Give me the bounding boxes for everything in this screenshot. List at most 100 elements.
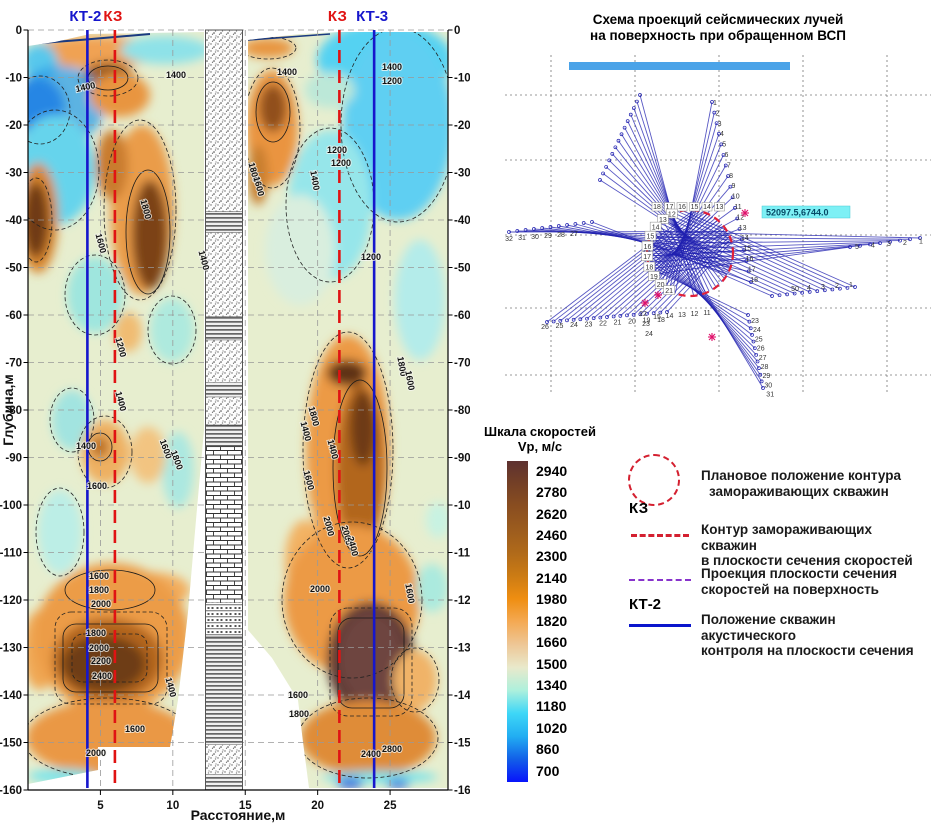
ray-point-number: 16 <box>678 204 686 211</box>
lithology-interval-limestone <box>205 447 243 603</box>
surface-line-bar <box>569 62 790 70</box>
marker-cross-icon <box>708 333 716 341</box>
contour-label: 1400 <box>382 62 402 72</box>
contour-label: 1400 <box>166 70 186 80</box>
ray-point-number: 29 <box>763 373 771 380</box>
contour-label: 1600 <box>125 724 145 734</box>
x-axis-title: Расстояние,м <box>191 807 286 823</box>
ray-point-number: 2 <box>835 283 839 290</box>
ray-point-number: 27 <box>759 355 767 362</box>
colorbar-value: 2620 <box>536 505 568 522</box>
ray-point-number: 3 <box>821 284 825 291</box>
ray-point-number: 17 <box>666 204 674 211</box>
ray-point-number: 23 <box>642 321 650 328</box>
freezing-contour-line-icon <box>631 534 689 537</box>
colorbar-value: 2140 <box>536 569 568 586</box>
contour-label: 1400 <box>76 441 96 451</box>
colorbar-value: 2460 <box>536 526 568 543</box>
x-tick-label: 15 <box>239 800 252 812</box>
velocity-colorbar: Шкала скоростей Vp, м/с 2940 2780 2620 2460… <box>470 424 630 806</box>
y-tick-label-right: -140 <box>454 690 470 702</box>
ray-point-number: 1 <box>919 238 923 245</box>
ray-point-number: 23 <box>751 318 759 325</box>
y-tick-label-left: -160 <box>0 785 22 797</box>
colorbar-value: 1020 <box>536 719 568 736</box>
y-tick-label-left: -70 <box>5 358 22 370</box>
ray-point-number: 2 <box>903 240 907 247</box>
ray-point-number: 21 <box>614 320 622 327</box>
y-tick-label-right: -110 <box>454 548 470 560</box>
ray-point-number: 13 <box>678 312 686 319</box>
contour-label: 2000 <box>89 643 109 653</box>
contour-label: 1600 <box>403 583 416 604</box>
contour-label: 2400 <box>92 671 112 681</box>
ray-point-number: 16 <box>746 256 754 263</box>
contour-label: 1600 <box>288 690 308 700</box>
lithology-interval-clay <box>205 211 243 233</box>
legend-item-text: Положение скважин акустического контроля… <box>701 612 914 658</box>
y-tick-label-right: -60 <box>454 310 470 322</box>
y-tick-label-left: -150 <box>0 738 22 750</box>
projection-line-icon <box>629 579 691 581</box>
ray-fan <box>648 210 857 298</box>
ray-point-number: 10 <box>732 194 740 201</box>
y-tick-label-right: -160 <box>454 785 470 797</box>
contour-label: 2000 <box>310 584 330 594</box>
colorbar-value: 1660 <box>536 634 568 651</box>
lithology-interval-clay <box>205 316 243 341</box>
ray-point-number: 26 <box>757 346 765 353</box>
x-tick-label: 20 <box>311 800 324 812</box>
y-tick-label-left: -90 <box>5 453 22 465</box>
legend-key-kt2: КТ-2 <box>629 596 662 613</box>
contour-label: 2800 <box>382 744 402 754</box>
lithology-interval-sand <box>205 232 243 317</box>
well-label-КЗ: КЗ <box>103 8 122 25</box>
ray-point-number: 23 <box>585 321 593 328</box>
ray-point-number: 25 <box>755 336 763 343</box>
y-tick-label-left: -30 <box>5 168 22 180</box>
ray-point-number: 26 <box>541 324 549 331</box>
contour-label: 1400 <box>308 170 321 191</box>
legend-item-text: Плановое положение контура замораживающи… <box>701 468 901 499</box>
ray-fan <box>646 219 765 390</box>
borehole-point-number: 13 <box>659 217 667 224</box>
colorbar-gradient <box>507 461 528 782</box>
ray-point-number: 4 <box>871 243 875 250</box>
colorbar-value: 1500 <box>536 655 568 672</box>
ray-fan <box>545 209 732 324</box>
ray-point-number: 30 <box>531 234 539 241</box>
contour-label: 2200 <box>91 656 111 666</box>
contour-label: 2000 <box>86 748 106 758</box>
marker-cross-icon <box>654 291 662 299</box>
borehole-point-number: 15 <box>647 234 655 241</box>
legend-item-text: Контур замораживающих скважин в плоскост… <box>701 522 913 568</box>
borehole-point-number: 16 <box>644 244 652 251</box>
y-tick-label-left: -100 <box>0 500 22 512</box>
ray-point-number: 31 <box>766 392 774 399</box>
ray-point-number: 24 <box>645 331 653 338</box>
ray-point-number: 7 <box>727 162 731 169</box>
legend: Плановое положение контура замораживающи… <box>598 448 931 678</box>
schematic-title: Схема проекций сейсмических лучей на пов… <box>505 12 931 44</box>
lithology-interval-sand <box>205 340 243 383</box>
ray-point-number: 18 <box>653 204 661 211</box>
ray-point-number: 12 <box>736 214 744 221</box>
schematic-title-line2: на поверхность при обращенном ВСП <box>590 28 846 43</box>
ray-point-number: 18 <box>657 317 665 324</box>
y-tick-label-right: -30 <box>454 168 470 180</box>
ray-point-number: 13 <box>739 225 747 232</box>
y-tick-label-left: -50 <box>5 263 22 275</box>
borehole-point-number: 20 <box>657 282 665 289</box>
contour-label: 1600 <box>403 370 416 391</box>
contour-label: 1200 <box>361 252 381 262</box>
ray-point-number: 50 <box>791 286 799 293</box>
contour-label: 1800 <box>86 628 106 638</box>
borehole-point-number: 19 <box>650 274 658 281</box>
freezing-circle-icon <box>628 454 680 506</box>
colorbar-value: 1820 <box>536 612 568 629</box>
ray-point-number: 2 <box>715 110 719 117</box>
well-lines: КТ-2 КЗ КЗ КТ-3 <box>69 8 388 788</box>
velocity-section-plot: 0 0 -10 -10 -20 -20 -30 -30 -40 -40 -50 -50 -60 -60 -7… <box>0 8 477 823</box>
y-tick-label-left: -140 <box>0 690 22 702</box>
